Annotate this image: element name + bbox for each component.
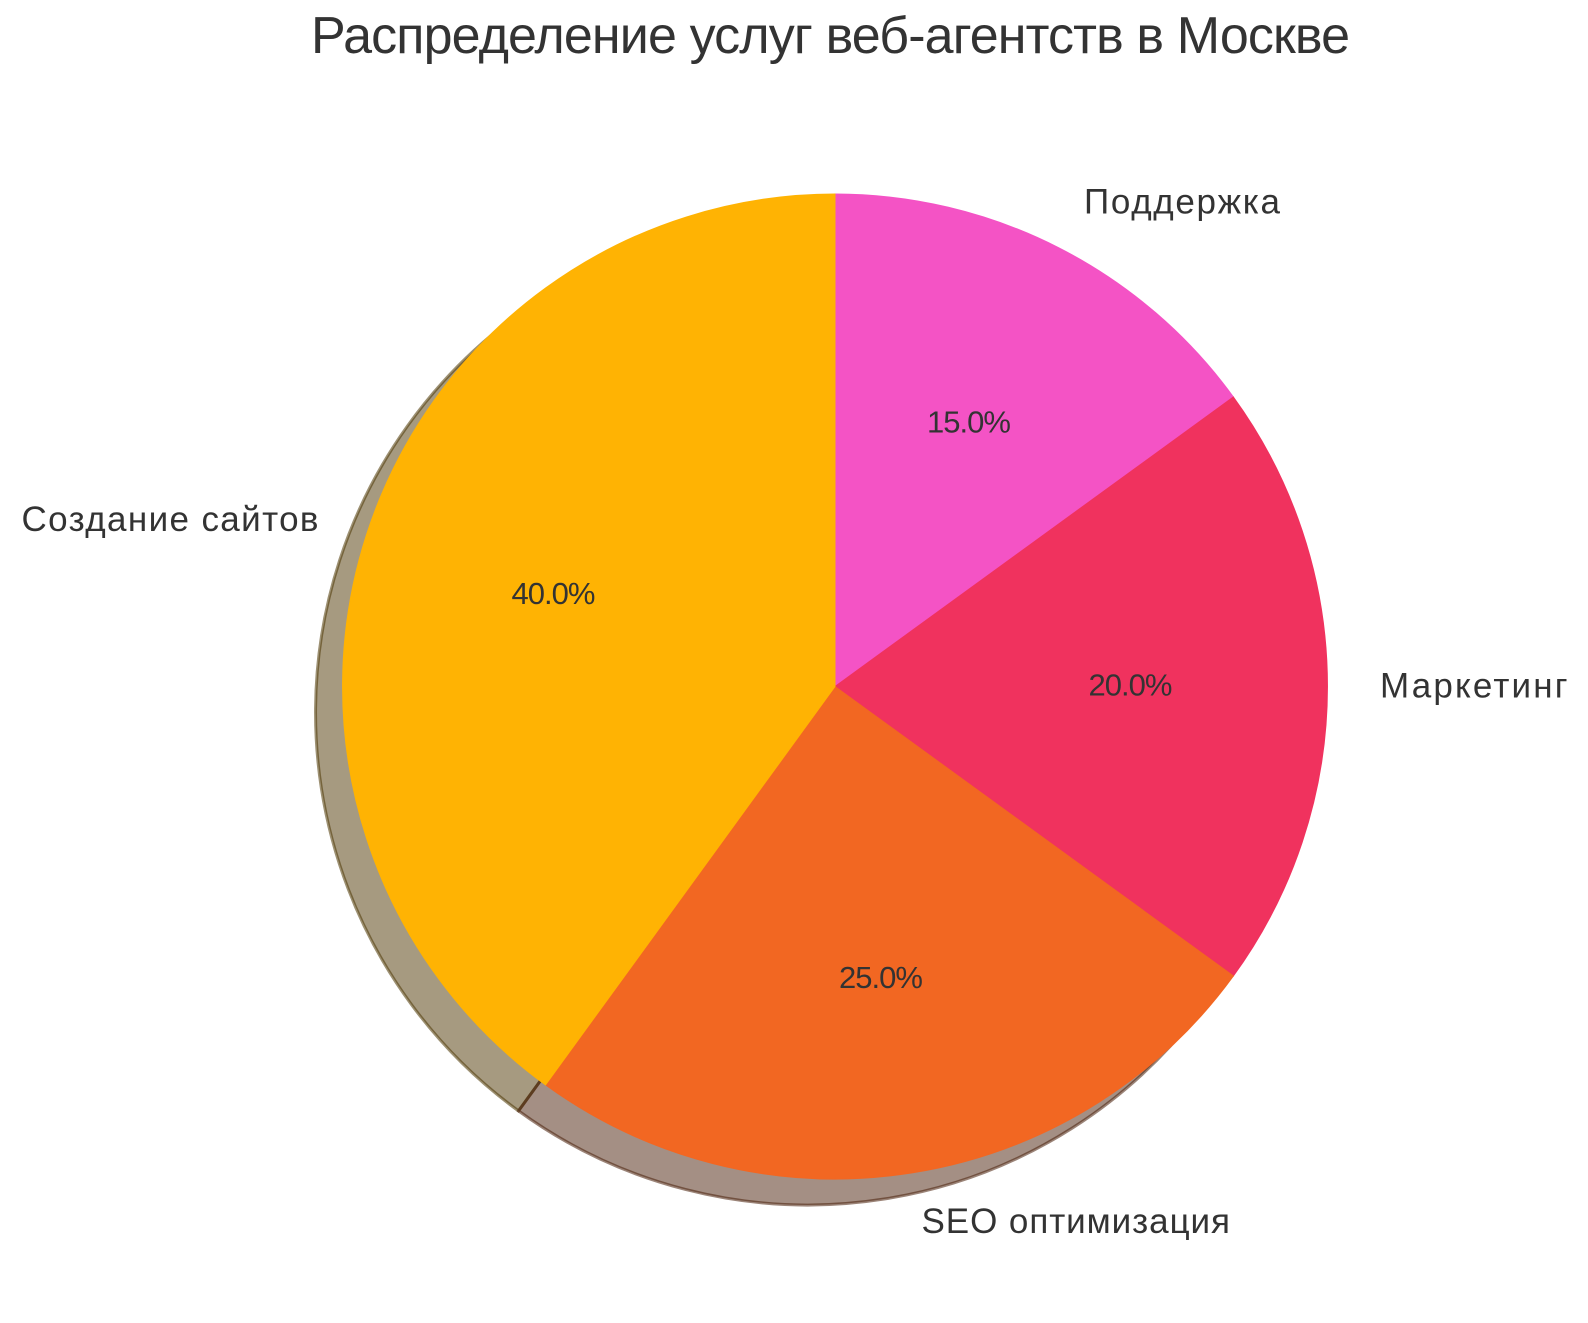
svg-text:Поддержка: Поддержка (1084, 183, 1281, 222)
svg-text:SEO оптимизация: SEO оптимизация (922, 1202, 1231, 1241)
svg-text:15.0%: 15.0% (927, 404, 1011, 439)
svg-text:Распределение услуг веб-агентс: Распределение услуг веб-агентств в Москв… (311, 7, 1350, 65)
svg-text:Маркетинг: Маркетинг (1380, 666, 1568, 705)
svg-text:Создание сайтов: Создание сайтов (22, 500, 319, 539)
svg-text:20.0%: 20.0% (1089, 668, 1173, 703)
svg-text:40.0%: 40.0% (512, 576, 596, 611)
svg-text:25.0%: 25.0% (839, 960, 923, 995)
